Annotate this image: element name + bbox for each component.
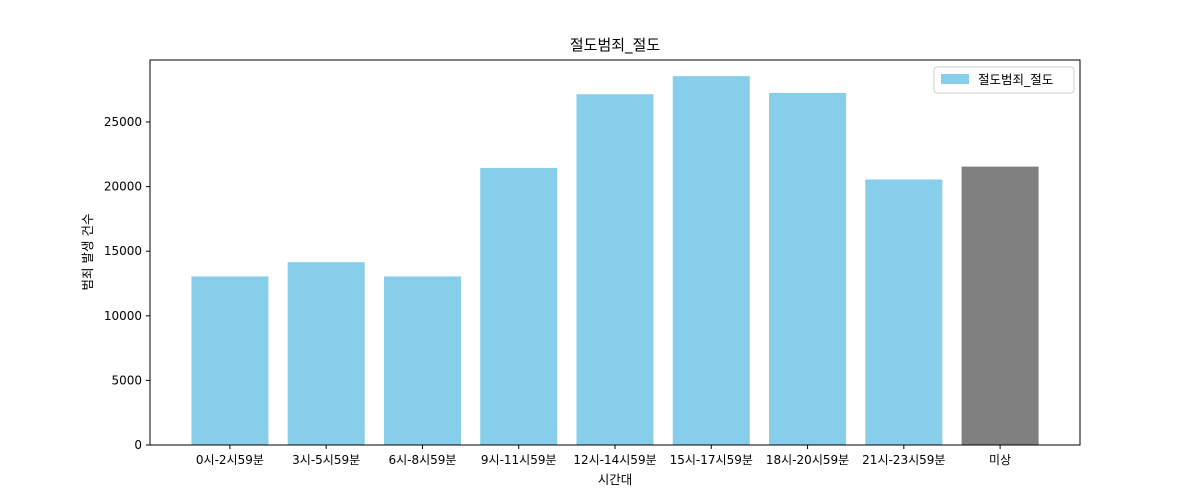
bar-8 bbox=[961, 166, 1039, 445]
x-axis-label: 시간대 bbox=[598, 472, 633, 487]
x-tick-label: 12시-14시59분 bbox=[573, 453, 656, 467]
x-tick-label: 21시-23시59분 bbox=[862, 453, 945, 467]
bar-2 bbox=[383, 276, 461, 445]
x-tick-label: 9시-11시59분 bbox=[481, 453, 557, 467]
x-axis-ticks: 0시-2시59분 3시-5시59분 6시-8시59분 9시-11시59분 12시-14시… bbox=[196, 445, 1011, 467]
x-tick-label: 미상 bbox=[989, 453, 1011, 467]
chart-title: 절도범죄_절도 bbox=[570, 36, 661, 55]
y-tick-label: 5000 bbox=[111, 373, 142, 387]
y-tick-label: 20000 bbox=[104, 180, 142, 194]
legend-box bbox=[933, 66, 1075, 94]
y-tick-label: 15000 bbox=[104, 244, 142, 258]
y-tick-label: 25000 bbox=[104, 115, 142, 129]
y-axis-label: 범죄 발생 건수 bbox=[80, 214, 95, 291]
bar-1 bbox=[287, 262, 365, 445]
plot-frame bbox=[149, 59, 1081, 446]
legend: 절도범죄_절도 bbox=[933, 66, 1075, 94]
y-tick-label: 10000 bbox=[104, 309, 142, 323]
bar-5 bbox=[672, 76, 750, 446]
bars-group bbox=[191, 76, 1039, 446]
bar-4 bbox=[576, 94, 654, 446]
x-tick-label: 3시-5시59분 bbox=[292, 453, 360, 467]
bar-3 bbox=[480, 167, 558, 446]
y-axis-ticks: 0 5000 10000 15000 20000 25000 bbox=[104, 115, 150, 452]
x-tick-label: 15시-17시59분 bbox=[670, 453, 753, 467]
bar-7 bbox=[865, 179, 943, 445]
x-tick-label: 18시-20시59분 bbox=[766, 453, 849, 467]
bar-6 bbox=[769, 92, 847, 445]
x-tick-label: 6시-8시59분 bbox=[388, 453, 456, 467]
y-tick-label: 0 bbox=[134, 438, 142, 452]
bar-0 bbox=[191, 276, 269, 445]
legend-label: 절도범죄_절도 bbox=[978, 72, 1053, 87]
legend-swatch bbox=[941, 74, 969, 84]
x-tick-label: 0시-2시59분 bbox=[196, 453, 264, 467]
